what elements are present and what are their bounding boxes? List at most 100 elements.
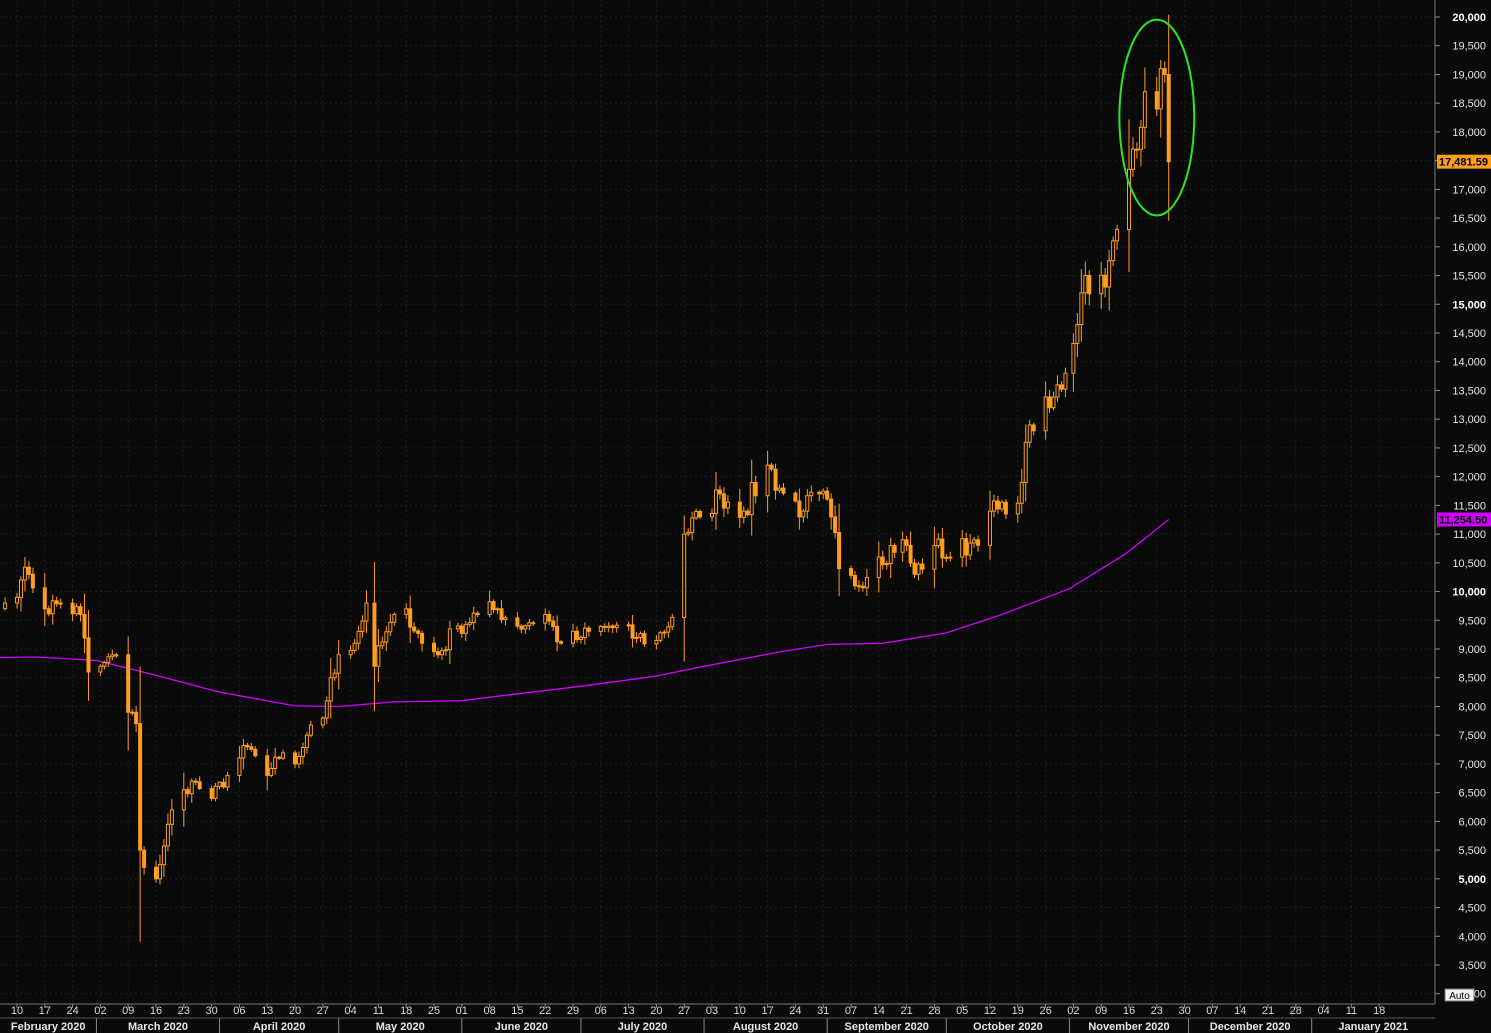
candle — [304, 732, 309, 754]
y-tick-label: 15,500 — [1452, 271, 1486, 283]
candle — [880, 550, 885, 570]
auto-scale-button[interactable] — [1444, 988, 1475, 1002]
candle — [932, 526, 937, 589]
candle-body — [447, 628, 452, 651]
candle-body — [356, 630, 361, 644]
y-tick-label: 19,000 — [1452, 69, 1486, 81]
candle-body — [78, 606, 83, 616]
candle-body — [249, 746, 254, 750]
x-day-label: 24 — [66, 1005, 78, 1017]
y-tick-label: 5,500 — [1458, 845, 1486, 857]
candle — [833, 505, 838, 539]
y-tick-label: 16,500 — [1452, 213, 1486, 225]
candle-body — [694, 510, 699, 519]
candle-body — [134, 711, 139, 725]
x-axis: 10 17 24 02 09 16 23 30 06 13 20 27 04 11 18 25 01 08 15 22… — [0, 1003, 1435, 1033]
candle-body — [1055, 384, 1060, 398]
candle — [142, 846, 147, 875]
candle-body — [797, 500, 802, 518]
candle-body — [940, 538, 945, 559]
candle-body — [1047, 396, 1052, 409]
candle-body — [725, 501, 730, 509]
candle-body — [221, 781, 226, 788]
candle — [1031, 422, 1036, 436]
y-tick-label: 11,500 — [1453, 500, 1486, 512]
candle — [574, 626, 579, 643]
candle-body — [995, 500, 1000, 510]
candle — [900, 531, 905, 562]
x-day-label: 20 — [650, 1005, 662, 1017]
candle — [753, 475, 758, 504]
candle-body — [991, 500, 996, 512]
candle-body — [515, 617, 520, 627]
candle-body — [968, 542, 973, 556]
candle-body — [455, 625, 460, 630]
candle — [936, 533, 941, 549]
candle — [364, 590, 369, 633]
candle-body — [420, 632, 425, 644]
x-day-label: 03 — [706, 1005, 718, 1017]
candle — [503, 615, 508, 626]
x-month-label: August 2020 — [733, 1021, 798, 1033]
y-tick-label: 12,500 — [1452, 443, 1486, 455]
candle-body — [852, 574, 857, 587]
candle-body — [142, 849, 147, 868]
candle-body — [1111, 240, 1116, 262]
candle-body — [964, 538, 969, 556]
candle-body — [833, 516, 838, 534]
candle — [694, 508, 699, 520]
candle — [352, 639, 357, 654]
candle-body — [1127, 168, 1131, 231]
candle — [1003, 498, 1008, 520]
candle-body — [817, 491, 822, 495]
candle — [968, 534, 973, 560]
x-day-label: 13 — [622, 1005, 634, 1017]
candle — [884, 560, 889, 570]
candle — [380, 636, 385, 649]
candle-body — [547, 614, 552, 622]
candle — [499, 599, 504, 624]
candle-body — [610, 625, 615, 629]
candle — [209, 785, 214, 801]
candle — [809, 485, 814, 502]
candle — [193, 778, 198, 786]
candle-body — [578, 637, 583, 641]
candle — [487, 590, 492, 618]
candle — [908, 531, 913, 568]
candle-body — [30, 573, 35, 589]
candle — [1158, 59, 1163, 138]
x-day-label: 14 — [1234, 1005, 1246, 1017]
x-day-label: 04 — [344, 1005, 356, 1017]
candle — [1115, 224, 1120, 250]
candle-body — [15, 596, 19, 604]
candle-body — [475, 612, 480, 616]
candle — [543, 608, 548, 631]
x-month-label: October 2020 — [973, 1021, 1043, 1033]
candle — [185, 786, 190, 798]
candle — [86, 610, 91, 701]
candle — [773, 463, 778, 500]
x-day-label: 14 — [873, 1005, 885, 1017]
candle — [106, 653, 111, 668]
candle — [459, 623, 464, 638]
candle — [797, 488, 802, 530]
candle — [26, 561, 31, 580]
candle — [154, 860, 158, 883]
candle — [70, 598, 75, 622]
candle-body — [70, 602, 75, 615]
y-tick-label: 18,000 — [1452, 127, 1486, 139]
candle-body — [439, 650, 444, 656]
candle-body — [269, 767, 274, 776]
last-price-badge-text: 17,481.59 — [1439, 157, 1488, 169]
candle — [602, 623, 607, 633]
candle-body — [380, 641, 385, 647]
candle — [892, 543, 897, 559]
candle — [555, 615, 560, 652]
candle — [614, 621, 619, 633]
x-day-label: 20 — [289, 1005, 301, 1017]
x-day-label: 09 — [122, 1005, 134, 1017]
x-day-label: 01 — [456, 1005, 468, 1017]
candle-body — [185, 789, 190, 795]
candle-body — [1158, 68, 1163, 110]
candle — [1099, 261, 1104, 309]
